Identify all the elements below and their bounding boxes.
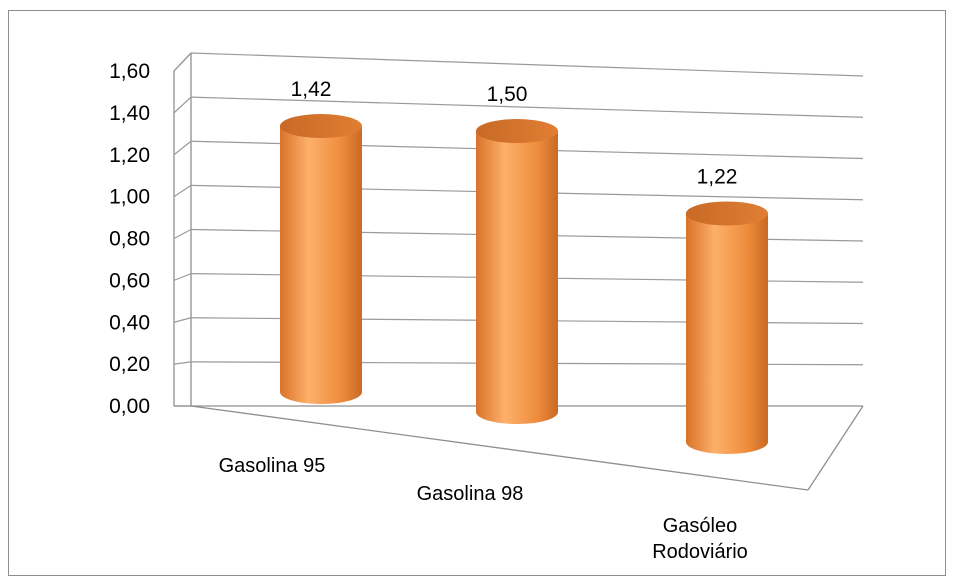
side-gridline xyxy=(173,317,192,323)
y-tick-label: 1,20 xyxy=(109,144,150,167)
category-label: Gasolina 95 xyxy=(219,455,326,477)
y-axis-ticks: 0,00 0,20 0,40 0,60 0,80 1,00 1,20 1,40 1,60 xyxy=(109,60,150,418)
category-label: Gasóleo xyxy=(663,515,738,537)
data-label: 1,42 xyxy=(291,78,332,101)
category-label: Gasolina 98 xyxy=(417,483,524,505)
y-tick-label: 1,00 xyxy=(109,186,150,209)
data-label: 1,22 xyxy=(697,165,738,188)
y-tick-label: 0,40 xyxy=(109,311,150,334)
bar-top xyxy=(476,119,558,144)
floor-front-edge xyxy=(190,405,809,491)
data-labels: 1,42 1,50 1,22 xyxy=(291,78,738,188)
y-tick-label: 1,40 xyxy=(109,102,150,125)
data-label: 1,50 xyxy=(487,83,528,106)
bar-top xyxy=(686,201,768,226)
bar-top xyxy=(280,114,362,139)
bar-body xyxy=(280,126,362,404)
y-tick-label: 0,60 xyxy=(109,269,150,292)
category-labels: Gasolina 95 Gasolina 98 Gasóleo Rodoviário xyxy=(219,455,748,563)
bar xyxy=(476,119,558,425)
y-tick-label: 0,80 xyxy=(109,228,150,251)
bars xyxy=(280,114,768,454)
side-gridline xyxy=(173,140,192,156)
y-tick-label: 0,00 xyxy=(109,395,150,418)
side-gridline xyxy=(173,228,192,240)
side-gridline xyxy=(173,184,192,198)
y-tick-label: 1,60 xyxy=(109,60,150,83)
y-tick-label: 0,20 xyxy=(109,353,150,376)
bar-body xyxy=(686,213,768,454)
gridline xyxy=(190,52,864,77)
category-label: Rodoviário xyxy=(652,541,748,563)
bar xyxy=(280,114,362,404)
bar xyxy=(686,201,768,454)
side-gridline xyxy=(173,52,192,72)
gridline xyxy=(190,96,864,118)
side-gridline xyxy=(173,96,192,114)
side-gridline xyxy=(173,361,192,365)
bar-body xyxy=(476,131,558,425)
floor-right-edge xyxy=(807,405,864,491)
side-gridline xyxy=(173,273,192,281)
